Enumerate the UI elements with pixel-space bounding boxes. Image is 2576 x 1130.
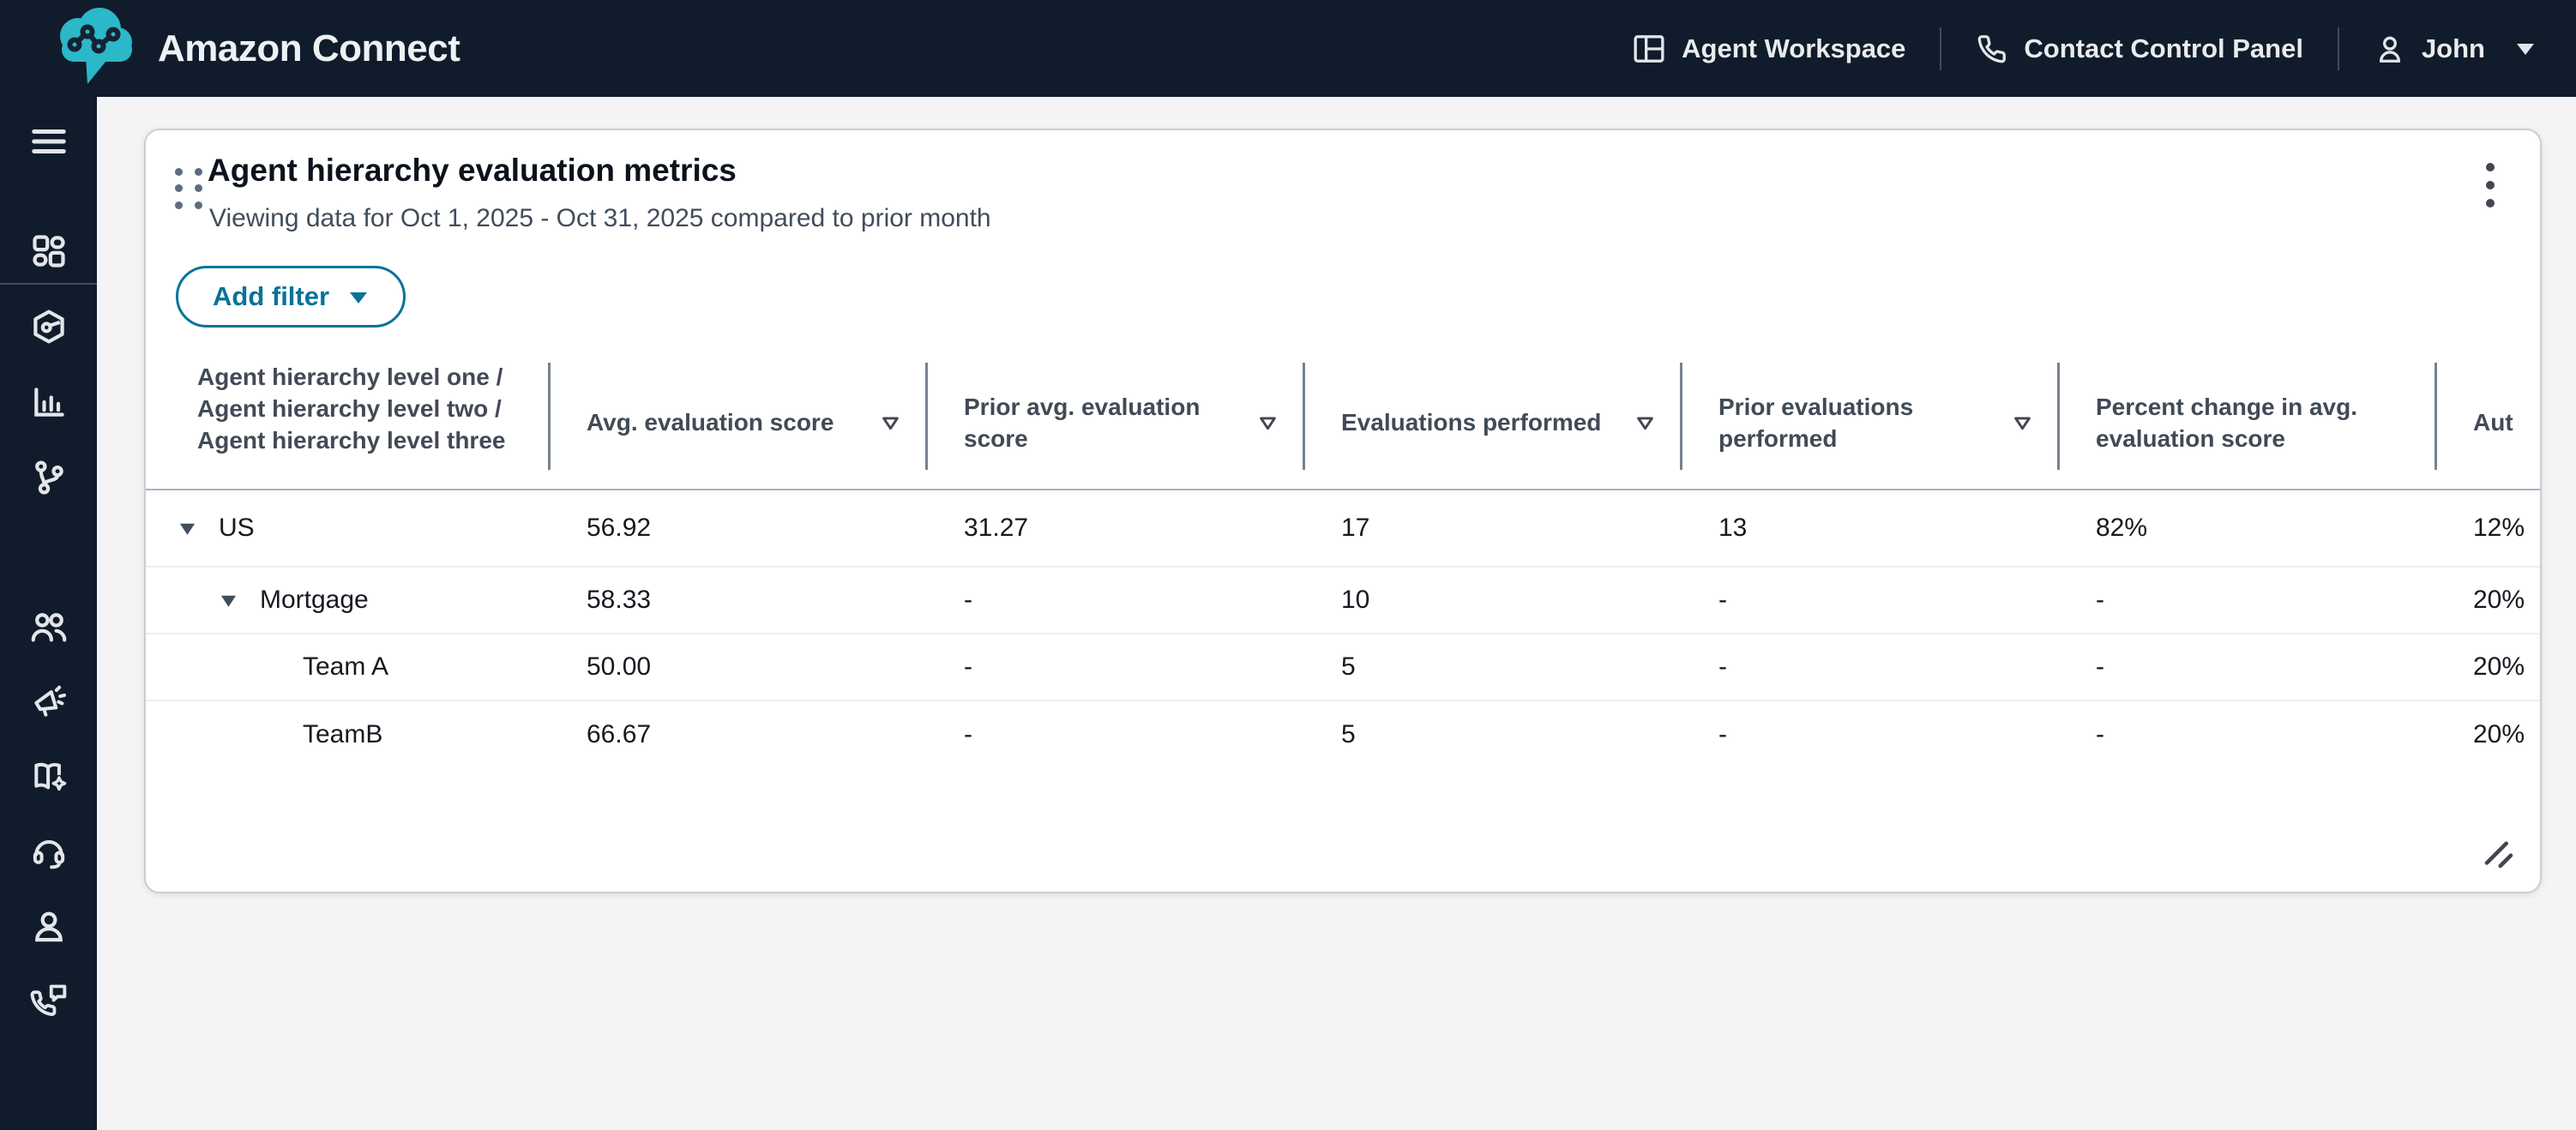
top-navbar: Amazon Connect Agent Workspace Contact C…: [0, 0, 2576, 97]
apps-grid-icon[interactable]: [25, 227, 73, 275]
metric-cell: 17: [1341, 514, 1370, 542]
row-label: US: [219, 514, 255, 542]
metric-cell: 66.67: [587, 720, 652, 748]
hexagon-gauge-icon[interactable]: [25, 303, 73, 351]
column-header-2[interactable]: Avg. evaluation score: [551, 356, 928, 489]
chevron-down-icon: [2514, 41, 2537, 57]
metric-cell: -: [964, 720, 972, 748]
row-label: Mortgage: [260, 586, 369, 614]
brand-title: Amazon Connect: [158, 27, 460, 69]
column-header-label: Prior avg. evaluation score: [964, 393, 1201, 452]
column-header-label: Agent hierarchy level one / Agent hierar…: [197, 364, 506, 454]
expand-toggle-icon[interactable]: [178, 519, 200, 538]
metric-cell: 58.33: [587, 586, 652, 614]
hierarchy-cell: US: [146, 490, 551, 566]
table-header-row: Agent hierarchy level one / Agent hierar…: [146, 356, 2540, 490]
column-header-label: Percent change in avg. evaluation score: [2096, 393, 2357, 452]
column-header-label: Prior evaluations performed: [1718, 393, 1914, 452]
metric-cell: 20%: [2473, 720, 2525, 748]
phone-message-icon[interactable]: [25, 977, 73, 1025]
metric-cell: 13: [1718, 514, 1748, 542]
bar-chart-icon[interactable]: [25, 378, 73, 426]
megaphone-icon[interactable]: [25, 678, 73, 726]
branch-routing-icon[interactable]: [25, 454, 73, 502]
metric-cell: -: [2096, 586, 2104, 614]
left-sidebar: [0, 97, 97, 1130]
metric-cell: 5: [1341, 652, 1356, 681]
metric-cell: -: [1718, 720, 1727, 748]
hierarchy-cell: Team A: [146, 634, 551, 700]
row-label: TeamB: [303, 720, 383, 748]
metric-cell: 31.27: [964, 514, 1029, 542]
contact-control-panel-label: Contact Control Panel: [2024, 33, 2303, 63]
table-body: US 56.92 31.27 17 13 82% 12% Mortgage 58.33 - 10 - -…: [146, 490, 2540, 768]
phone-icon: [1976, 33, 2008, 65]
book-sparkle-icon[interactable]: [25, 753, 73, 801]
expand-toggle-icon[interactable]: [219, 591, 241, 610]
agent-workspace-label: Agent Workspace: [1682, 33, 1906, 63]
table-row: US 56.92 31.27 17 13 82% 12%: [146, 490, 2540, 568]
metric-cell: -: [2096, 720, 2104, 748]
user-icon: [2374, 33, 2406, 65]
nav-separator: [1940, 27, 1942, 70]
metric-cell: 20%: [2473, 586, 2525, 614]
metric-cell: -: [2096, 652, 2104, 681]
metric-cell: 82%: [2096, 514, 2148, 542]
table-row: Mortgage 58.33 - 10 - - 20%: [146, 568, 2540, 634]
table-row: TeamB 66.67 - 5 - - 20%: [146, 701, 2540, 768]
metric-cell: 50.00: [587, 652, 652, 681]
top-navbar-right: Agent Workspace Contact Control Panel Jo…: [1632, 27, 2576, 70]
user-menu-button[interactable]: John: [2374, 33, 2537, 65]
users-icon[interactable]: [25, 604, 73, 652]
add-filter-button[interactable]: Add filter: [176, 266, 406, 328]
agent-workspace-button[interactable]: Agent Workspace: [1632, 32, 1905, 66]
metric-cell: -: [1718, 652, 1727, 681]
metrics-table: Agent hierarchy level one / Agent hierar…: [146, 356, 2540, 768]
brand: Amazon Connect: [0, 3, 460, 93]
widget-subtitle: Viewing data for Oct 1, 2025 - Oct 31, 2…: [209, 204, 991, 232]
metric-cell: 5: [1341, 720, 1356, 748]
metric-cell: 20%: [2473, 652, 2525, 681]
main-content: Agent hierarchy evaluation metrics Viewi…: [97, 97, 2576, 1130]
person-icon[interactable]: [25, 902, 73, 950]
metric-cell: 12%: [2473, 514, 2525, 542]
row-label: Team A: [303, 652, 389, 681]
column-header-6: Percent change in avg. evaluation score: [2060, 356, 2437, 489]
hierarchy-cell: TeamB: [146, 701, 551, 768]
hierarchy-cell: Mortgage: [146, 568, 551, 633]
column-header-label: Avg. evaluation score: [587, 409, 834, 436]
column-header-4[interactable]: Evaluations performed: [1305, 356, 1682, 489]
hamburger-menu-icon[interactable]: [25, 117, 73, 165]
widget-title: Agent hierarchy evaluation metrics: [208, 153, 737, 188]
column-header-5[interactable]: Prior evaluations performed: [1682, 356, 2060, 489]
chevron-down-icon: [348, 281, 369, 312]
column-header-label: Aut: [2473, 409, 2513, 436]
sort-icon: [882, 416, 899, 430]
amazon-connect-logo-icon: [50, 3, 139, 93]
kebab-menu-icon[interactable]: [2468, 154, 2513, 216]
column-header-label: Evaluations performed: [1341, 409, 1602, 436]
metric-cell: -: [1718, 586, 1727, 614]
metric-cell: -: [964, 652, 972, 681]
resize-handle-icon[interactable]: [2480, 835, 2518, 873]
sort-icon: [2014, 416, 2031, 430]
metric-cell: 10: [1341, 586, 1370, 614]
table-row: Team A 50.00 - 5 - - 20%: [146, 634, 2540, 701]
metrics-widget-card: Agent hierarchy evaluation metrics Viewi…: [144, 129, 2542, 893]
column-header-1: Agent hierarchy level one / Agent hierar…: [146, 356, 551, 489]
sort-icon: [1637, 416, 1653, 430]
contact-control-panel-button[interactable]: Contact Control Panel: [1976, 33, 2303, 65]
user-name-label: John: [2421, 33, 2485, 63]
column-header-7: Aut: [2437, 356, 2540, 489]
headset-icon[interactable]: [25, 827, 73, 875]
metric-cell: 56.92: [587, 514, 652, 542]
workspace-icon: [1632, 32, 1666, 66]
drag-handle-icon[interactable]: [170, 165, 208, 213]
sidebar-divider: [0, 283, 97, 285]
sort-icon: [1260, 416, 1276, 430]
add-filter-label: Add filter: [213, 281, 330, 311]
nav-separator: [2337, 27, 2339, 70]
metric-cell: -: [964, 586, 972, 614]
column-header-3[interactable]: Prior avg. evaluation score: [928, 356, 1305, 489]
